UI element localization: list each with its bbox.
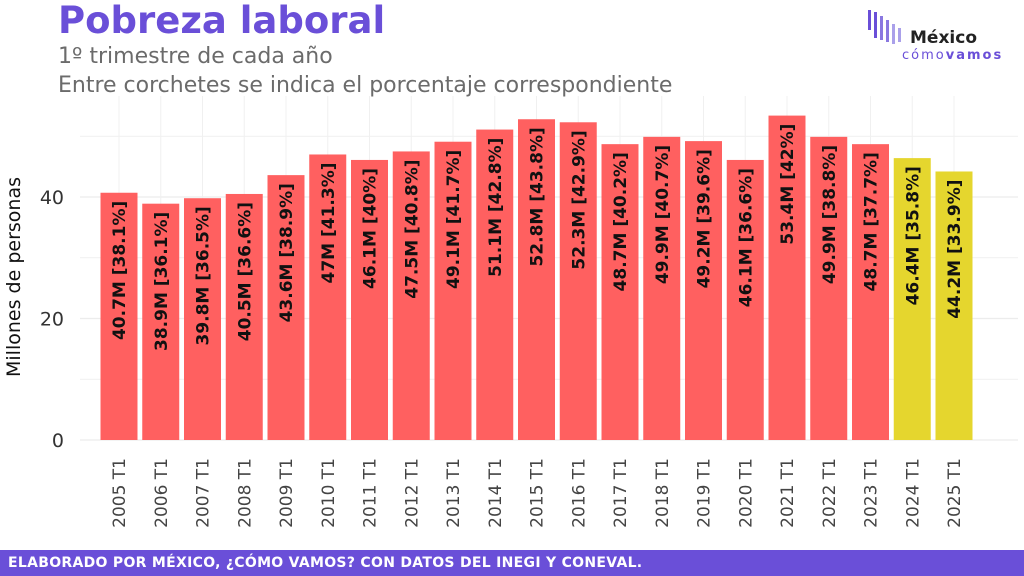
bar-2014-t1 bbox=[476, 129, 514, 440]
x-tick-label: 2024 T1 bbox=[903, 458, 923, 528]
bar-2007-t1 bbox=[184, 198, 221, 440]
bar-2016-t1 bbox=[559, 122, 597, 440]
x-tick-label: 2018 T1 bbox=[653, 458, 673, 528]
x-tick-label: 2012 T1 bbox=[402, 458, 422, 528]
bar-2008-t1 bbox=[225, 193, 263, 440]
y-tick-label: 0 bbox=[52, 430, 64, 452]
x-tick-label: 2009 T1 bbox=[277, 458, 297, 528]
bar-2020-t1 bbox=[726, 159, 764, 440]
x-tick-label: 2017 T1 bbox=[611, 458, 631, 528]
mexico-como-vamos-logo: México cómovamos bbox=[866, 8, 1006, 64]
bar-2010-t1 bbox=[309, 154, 347, 440]
bar-2012-t1 bbox=[392, 151, 430, 440]
data-label: 52.3M [42.9%] bbox=[569, 130, 589, 269]
x-tick-label: 2025 T1 bbox=[945, 458, 965, 528]
data-label: 43.6M [38.9%] bbox=[277, 183, 297, 322]
bar-2019-t1 bbox=[685, 141, 722, 441]
logo-text-vamos: vamos bbox=[945, 48, 1004, 63]
data-label: 39.8M [36.5%] bbox=[194, 206, 214, 345]
bar-2024-t1 bbox=[893, 158, 931, 440]
bar-2009-t1 bbox=[267, 175, 305, 440]
x-tick-label: 2014 T1 bbox=[486, 458, 506, 528]
bar-2021-t1 bbox=[768, 115, 806, 440]
x-tick-label: 2007 T1 bbox=[194, 458, 214, 528]
data-label: 44.2M [33.9%] bbox=[945, 179, 965, 318]
data-label: 46.4M [35.8%] bbox=[903, 166, 923, 305]
footer-source: ELABORADO POR MÉXICO, ¿CÓMO VAMOS? CON D… bbox=[0, 550, 1024, 576]
data-label: 49.1M [41.7%] bbox=[444, 150, 464, 289]
data-label: 40.5M [36.6%] bbox=[235, 202, 255, 341]
data-label: 48.7M [37.7%] bbox=[862, 152, 882, 291]
y-tick-label: 20 bbox=[40, 309, 64, 331]
x-tick-label: 2005 T1 bbox=[110, 458, 130, 528]
bar-2025-t1 bbox=[935, 171, 973, 441]
bar-2017-t1 bbox=[601, 144, 639, 440]
data-label: 53.4M [42%] bbox=[778, 124, 798, 245]
data-label: 49.9M [38.8%] bbox=[820, 145, 840, 284]
x-tick-label: 2015 T1 bbox=[528, 458, 548, 528]
bar-2013-t1 bbox=[434, 141, 472, 440]
chart-note: Entre corchetes se indica el porcentaje … bbox=[58, 73, 673, 98]
x-tick-label: 2021 T1 bbox=[778, 458, 798, 528]
bar-2018-t1 bbox=[643, 136, 681, 441]
y-tick-label: 40 bbox=[40, 187, 64, 209]
x-tick-label: 2013 T1 bbox=[444, 458, 464, 528]
x-tick-label: 2006 T1 bbox=[152, 458, 172, 528]
bar-2022-t1 bbox=[810, 136, 848, 441]
bar-chart: 0 20 40 Millones de personas 40.7M [38.1%] 20… bbox=[3, 96, 1018, 528]
bar-2006-t1 bbox=[142, 203, 180, 440]
bar-2015-t1 bbox=[518, 119, 555, 441]
logo-text-como-vamos: cómovamos bbox=[902, 48, 1003, 63]
data-label: 52.8M [43.8%] bbox=[528, 127, 548, 266]
data-label: 46.1M [36.6%] bbox=[736, 168, 756, 307]
x-tick-label: 2016 T1 bbox=[569, 458, 589, 528]
data-label: 48.7M [40.2%] bbox=[611, 152, 631, 291]
x-tick-label: 2011 T1 bbox=[361, 458, 381, 528]
bar-2023-t1 bbox=[852, 144, 889, 440]
logo-bars-icon bbox=[868, 10, 901, 44]
chart-subtitle: 1º trimestre de cada año bbox=[58, 44, 333, 69]
x-tick-label: 2010 T1 bbox=[319, 458, 339, 528]
x-tick-label: 2008 T1 bbox=[235, 458, 255, 528]
logo-text-como: cómo bbox=[902, 48, 946, 63]
data-label: 46.1M [40%] bbox=[361, 168, 381, 289]
logo-text-mexico: México bbox=[910, 28, 977, 48]
x-tick-label: 2022 T1 bbox=[820, 458, 840, 528]
x-tick-label: 2020 T1 bbox=[736, 458, 756, 528]
x-tick-label: 2019 T1 bbox=[695, 458, 715, 528]
bar-2011-t1 bbox=[351, 159, 388, 440]
data-label: 49.9M [40.7%] bbox=[653, 145, 673, 284]
bar-2005-t1 bbox=[100, 192, 138, 440]
y-axis-label: Millones de personas bbox=[3, 177, 25, 377]
data-label: 47.5M [40.8%] bbox=[402, 159, 422, 298]
data-label: 49.2M [39.6%] bbox=[695, 149, 715, 288]
data-label: 51.1M [42.8%] bbox=[486, 138, 506, 277]
data-label: 47M [41.3%] bbox=[319, 162, 339, 283]
data-label: 40.7M [38.1%] bbox=[110, 201, 130, 340]
chart-title: Pobreza laboral bbox=[58, 0, 386, 42]
x-tick-label: 2023 T1 bbox=[862, 458, 882, 528]
data-label: 38.9M [36.1%] bbox=[152, 212, 172, 351]
